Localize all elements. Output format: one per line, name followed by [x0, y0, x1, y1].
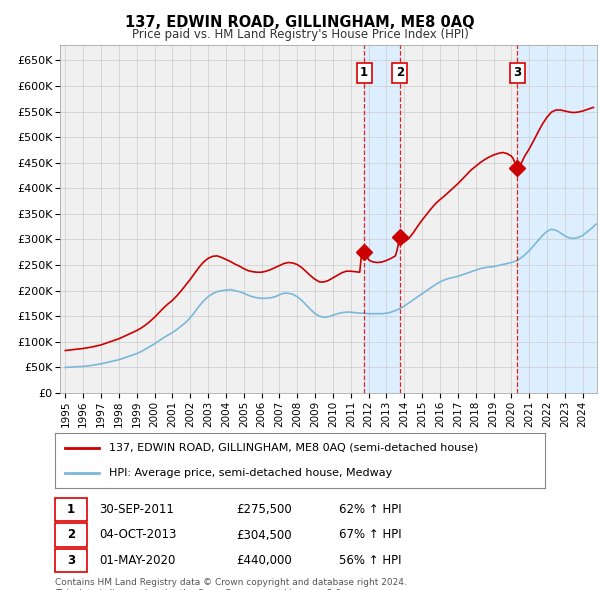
Text: Price paid vs. HM Land Registry's House Price Index (HPI): Price paid vs. HM Land Registry's House …	[131, 28, 469, 41]
Text: 137, EDWIN ROAD, GILLINGHAM, ME8 0AQ: 137, EDWIN ROAD, GILLINGHAM, ME8 0AQ	[125, 15, 475, 30]
Text: £275,500: £275,500	[236, 503, 292, 516]
Text: £440,000: £440,000	[236, 554, 292, 567]
Text: 30-SEP-2011: 30-SEP-2011	[99, 503, 174, 516]
Text: 1: 1	[360, 66, 368, 79]
Text: HPI: Average price, semi-detached house, Medway: HPI: Average price, semi-detached house,…	[109, 468, 392, 478]
Bar	[517, 45, 597, 393]
Text: £304,500: £304,500	[236, 529, 292, 542]
Text: 56% ↑ HPI: 56% ↑ HPI	[339, 554, 402, 567]
Text: This data is licensed under the Open Government Licence v3.0.: This data is licensed under the Open Gov…	[55, 589, 344, 590]
Text: 2: 2	[67, 529, 75, 542]
Text: 2: 2	[396, 66, 404, 79]
FancyBboxPatch shape	[55, 523, 87, 546]
Text: 137, EDWIN ROAD, GILLINGHAM, ME8 0AQ (semi-detached house): 137, EDWIN ROAD, GILLINGHAM, ME8 0AQ (se…	[109, 443, 478, 453]
Bar	[364, 45, 400, 393]
Text: 1: 1	[67, 503, 75, 516]
Text: 04-OCT-2013: 04-OCT-2013	[99, 529, 176, 542]
Text: Contains HM Land Registry data © Crown copyright and database right 2024.: Contains HM Land Registry data © Crown c…	[55, 578, 407, 587]
Text: 67% ↑ HPI: 67% ↑ HPI	[339, 529, 402, 542]
Text: 3: 3	[513, 66, 521, 79]
Text: 3: 3	[67, 554, 75, 567]
Text: 62% ↑ HPI: 62% ↑ HPI	[339, 503, 402, 516]
FancyBboxPatch shape	[55, 498, 87, 521]
Text: 01-MAY-2020: 01-MAY-2020	[99, 554, 175, 567]
FancyBboxPatch shape	[55, 549, 87, 572]
